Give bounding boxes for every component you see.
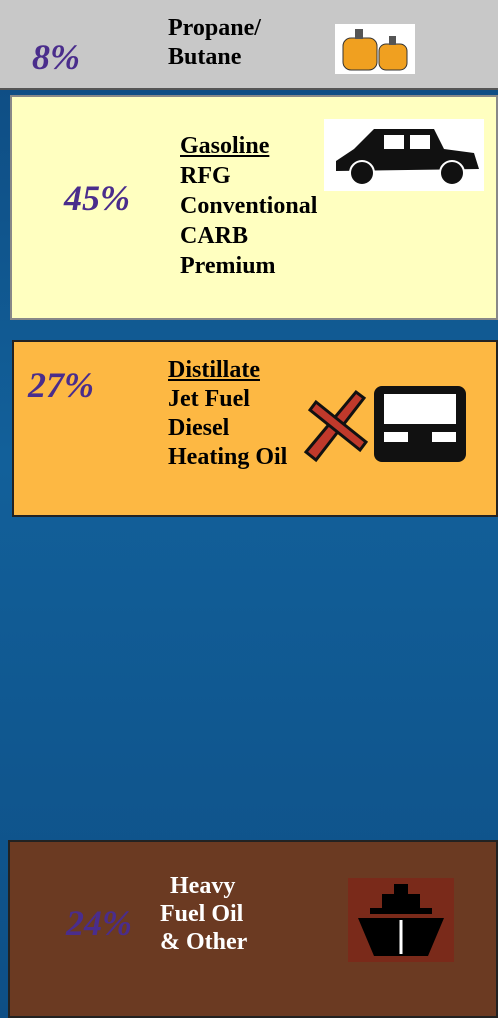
line: Diesel — [168, 414, 287, 443]
line: RFG — [180, 161, 317, 191]
bus-icon — [370, 382, 470, 472]
distillate-box: 27% Distillate Jet Fuel Diesel Heating O… — [12, 340, 498, 517]
line: Butane — [168, 43, 261, 72]
label: Propane/ Butane — [168, 14, 261, 72]
percent: 24% — [66, 902, 132, 944]
line: Propane/ — [168, 14, 261, 43]
tank-icon — [335, 24, 415, 74]
line: & Other — [160, 928, 247, 956]
line: Fuel Oil — [160, 900, 247, 928]
heavy-fuel-box: 24% Heavy Fuel Oil & Other — [8, 840, 498, 1018]
line: Heating Oil — [168, 443, 287, 472]
percent: 27% — [28, 364, 94, 406]
label: Gasoline RFG Conventional CARB Premium — [180, 131, 317, 281]
line: Jet Fuel — [168, 385, 287, 414]
percent: 45% — [64, 177, 130, 219]
plane-icon — [296, 372, 376, 472]
propane-box: 8% Propane/ Butane — [0, 0, 498, 90]
label: Heavy Fuel Oil & Other — [160, 872, 247, 956]
line: Heavy — [160, 872, 247, 900]
ship-icon — [348, 878, 454, 962]
line: Premium — [180, 251, 317, 281]
heading: Gasoline — [180, 131, 317, 161]
line: CARB — [180, 221, 317, 251]
page: 8% Propane/ Butane 45% Gasoline RFG Conv… — [0, 0, 498, 1018]
line: Conventional — [180, 191, 317, 221]
gasoline-box: 45% Gasoline RFG Conventional CARB Premi… — [10, 95, 498, 320]
label: Distillate Jet Fuel Diesel Heating Oil — [168, 356, 287, 472]
heading: Distillate — [168, 356, 287, 385]
car-icon — [324, 119, 484, 191]
percent: 8% — [32, 36, 80, 78]
